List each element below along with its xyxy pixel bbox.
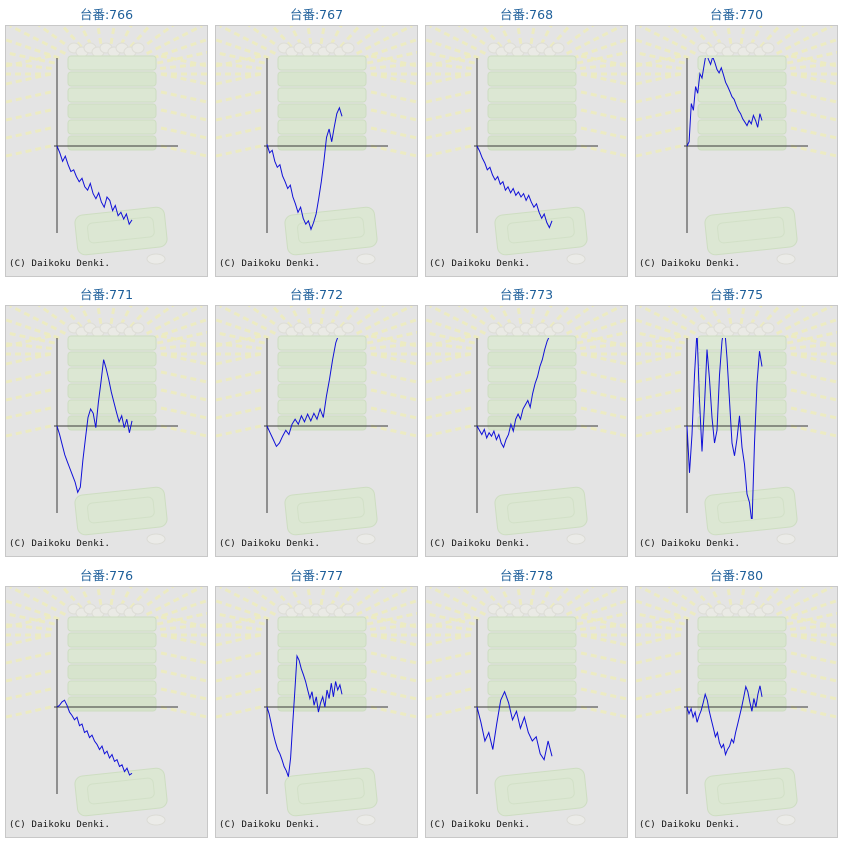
machine-illustration-watermark bbox=[6, 26, 207, 265]
balance-series-line bbox=[686, 58, 763, 147]
machine-graph-2: 台番:768 (C) Daikoku Denki. bbox=[425, 2, 628, 277]
copyright-text: (C) Daikoku Denki. bbox=[429, 259, 531, 269]
machine-graph-10: 台番:778 (C) Daikoku Denki. bbox=[425, 563, 628, 838]
graph-canvas bbox=[636, 26, 837, 265]
machine-number-title: 台番:780 bbox=[709, 568, 764, 583]
machine-number-title: 台番:770 bbox=[709, 7, 764, 22]
machine-graph-7: 台番:775 (C) Daikoku Denki. bbox=[635, 282, 838, 557]
graph-canvas bbox=[636, 587, 837, 826]
graph-canvas bbox=[426, 306, 627, 545]
machine-graph-3: 台番:770 (C) Daikoku Denki. bbox=[635, 2, 838, 277]
graph-canvas bbox=[216, 26, 417, 265]
machine-graph-11: 台番:780 (C) Daikoku Denki. bbox=[635, 563, 838, 838]
balance-series-line bbox=[266, 106, 343, 231]
graph-panel: (C) Daikoku Denki. bbox=[635, 305, 838, 557]
machine-illustration-watermark bbox=[216, 26, 417, 265]
balance-series-line bbox=[476, 338, 550, 449]
balance-series-line bbox=[476, 145, 553, 229]
copyright-text: (C) Daikoku Denki. bbox=[429, 539, 531, 549]
graph-panel: (C) Daikoku Denki. bbox=[635, 586, 838, 838]
machine-graph-9: 台番:777 (C) Daikoku Denki. bbox=[215, 563, 418, 838]
machine-illustration-watermark bbox=[426, 26, 627, 265]
balance-series-line bbox=[56, 359, 133, 494]
machine-number-title: 台番:776 bbox=[79, 568, 134, 583]
machine-illustration-watermark bbox=[216, 306, 417, 545]
balance-series-line bbox=[266, 654, 343, 777]
machine-illustration-watermark bbox=[426, 587, 627, 826]
machine-illustration-watermark bbox=[216, 587, 417, 826]
machine-number-title: 台番:771 bbox=[79, 287, 134, 302]
machine-illustration-watermark bbox=[6, 587, 207, 826]
machine-number-title: 台番:767 bbox=[289, 7, 344, 22]
machine-number-title: 台番:772 bbox=[289, 287, 344, 302]
copyright-text: (C) Daikoku Denki. bbox=[219, 820, 321, 830]
balance-series-line bbox=[686, 684, 763, 757]
machine-graph-0: 台番:766 (C) Daikoku Denki. bbox=[5, 2, 208, 277]
copyright-text: (C) Daikoku Denki. bbox=[429, 820, 531, 830]
machine-number-title: 台番:773 bbox=[499, 287, 554, 302]
graph-panel: (C) Daikoku Denki. bbox=[425, 586, 628, 838]
machine-number-title: 台番:777 bbox=[289, 568, 344, 583]
machine-number-title: 台番:775 bbox=[709, 287, 764, 302]
copyright-text: (C) Daikoku Denki. bbox=[639, 539, 741, 549]
graph-panel: (C) Daikoku Denki. bbox=[635, 25, 838, 277]
copyright-text: (C) Daikoku Denki. bbox=[9, 539, 111, 549]
graph-canvas bbox=[216, 587, 417, 826]
balance-series-line bbox=[686, 338, 763, 519]
copyright-text: (C) Daikoku Denki. bbox=[639, 820, 741, 830]
machine-number-title: 台番:768 bbox=[499, 7, 554, 22]
graph-canvas bbox=[6, 26, 207, 265]
graph-panel: (C) Daikoku Denki. bbox=[5, 305, 208, 557]
graph-panel: (C) Daikoku Denki. bbox=[215, 305, 418, 557]
machine-illustration-watermark bbox=[426, 306, 627, 545]
balance-series-line bbox=[266, 338, 339, 448]
copyright-text: (C) Daikoku Denki. bbox=[219, 539, 321, 549]
graph-panel: (C) Daikoku Denki. bbox=[215, 586, 418, 838]
graph-panel: (C) Daikoku Denki. bbox=[5, 586, 208, 838]
balance-series-line bbox=[56, 699, 133, 776]
machine-illustration-watermark bbox=[636, 26, 837, 265]
copyright-text: (C) Daikoku Denki. bbox=[9, 820, 111, 830]
balance-series-line bbox=[56, 145, 133, 226]
machine-illustration-watermark bbox=[6, 306, 207, 545]
machine-graph-1: 台番:767 (C) Daikoku Denki. bbox=[215, 2, 418, 277]
graph-panel: (C) Daikoku Denki. bbox=[425, 25, 628, 277]
graph-canvas bbox=[636, 306, 837, 545]
graph-canvas bbox=[426, 26, 627, 265]
machine-graph-8: 台番:776 (C) Daikoku Denki. bbox=[5, 563, 208, 838]
machine-illustration-watermark bbox=[636, 306, 837, 545]
copyright-text: (C) Daikoku Denki. bbox=[639, 259, 741, 269]
graph-canvas bbox=[426, 587, 627, 826]
balance-series-line bbox=[476, 690, 553, 761]
machine-number-title: 台番:766 bbox=[79, 7, 134, 22]
graph-canvas bbox=[216, 306, 417, 545]
machine-number-title: 台番:778 bbox=[499, 568, 554, 583]
machine-graph-4: 台番:771 (C) Daikoku Denki. bbox=[5, 282, 208, 557]
copyright-text: (C) Daikoku Denki. bbox=[9, 259, 111, 269]
graph-canvas bbox=[6, 587, 207, 826]
copyright-text: (C) Daikoku Denki. bbox=[219, 259, 321, 269]
graph-panel: (C) Daikoku Denki. bbox=[425, 305, 628, 557]
graph-panel: (C) Daikoku Denki. bbox=[215, 25, 418, 277]
machine-graph-6: 台番:773 (C) Daikoku Denki. bbox=[425, 282, 628, 557]
graph-canvas bbox=[6, 306, 207, 545]
machine-illustration-watermark bbox=[636, 587, 837, 826]
machine-graph-5: 台番:772 (C) Daikoku Denki. bbox=[215, 282, 418, 557]
graph-panel: (C) Daikoku Denki. bbox=[5, 25, 208, 277]
